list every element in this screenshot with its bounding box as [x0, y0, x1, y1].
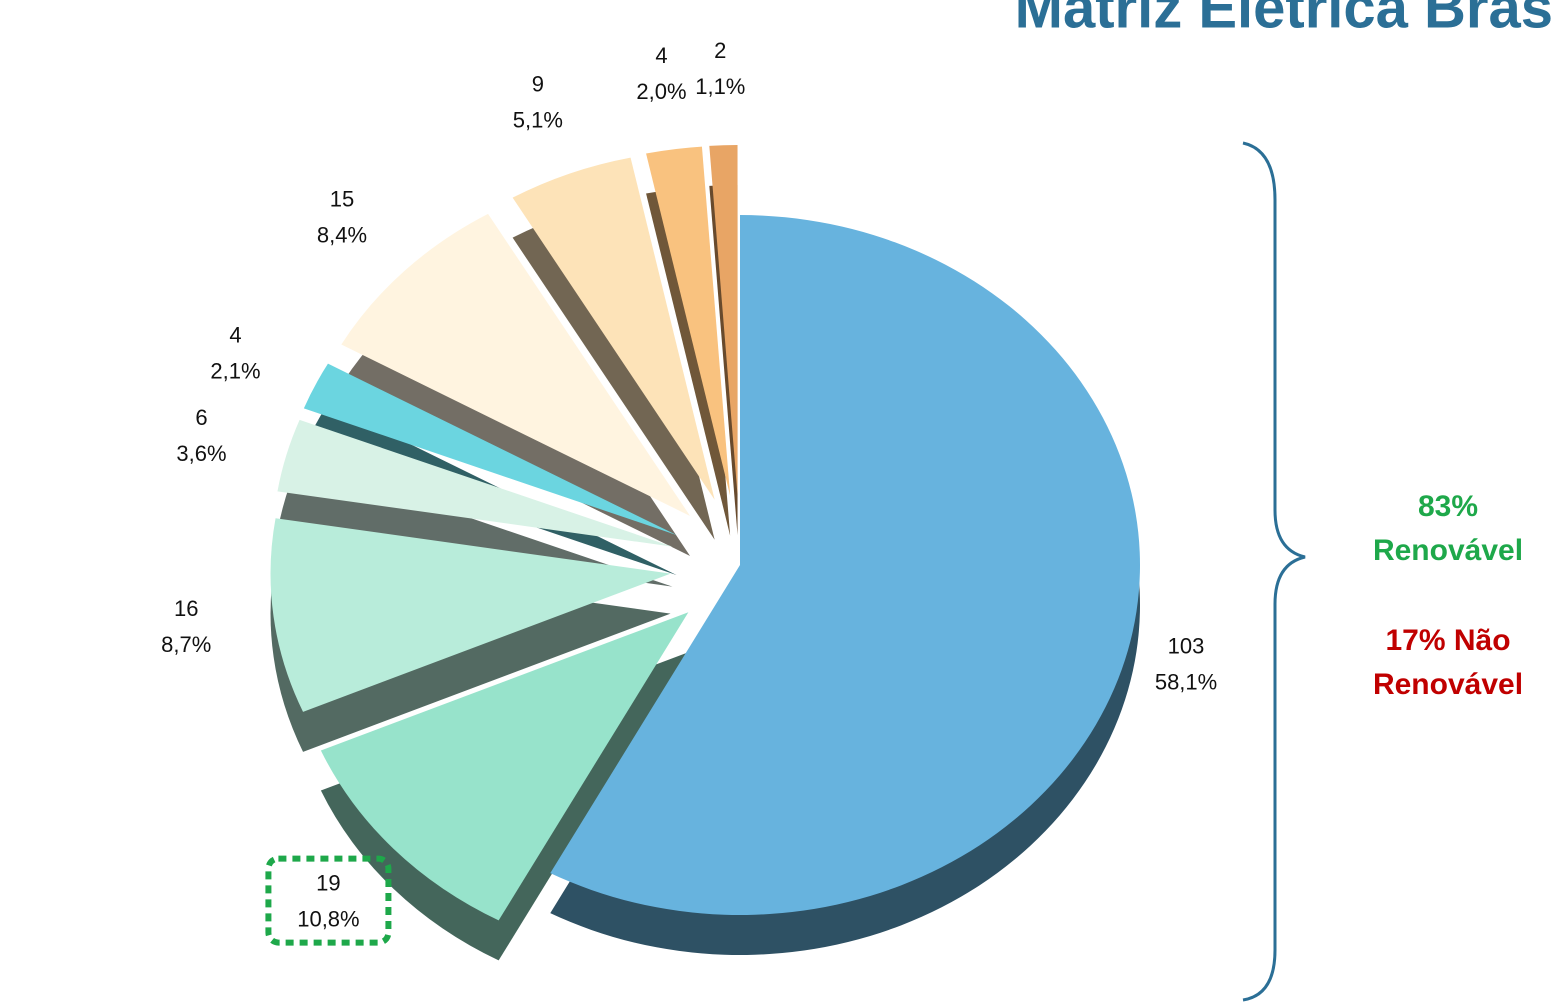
slice [512, 157, 715, 500]
percentage-label: 2,1% [210, 359, 260, 384]
slice [320, 612, 689, 921]
slice [709, 145, 738, 496]
percentage-label: 8,7% [161, 632, 211, 657]
value-label: 103 [1168, 633, 1205, 658]
value-label: 2 [714, 38, 726, 63]
annotation: 17% Não [1385, 624, 1510, 657]
labels: 103 58,1% 19 10,8% 16 8,7% 6 3,6% 4 2,1% 15 8,4% 9 5,… [161, 38, 1217, 946]
percentage-label: 3,6% [176, 441, 226, 466]
chart-title: Matriz Elétrica Bras [1015, 0, 1553, 40]
value-label: 15 [330, 186, 354, 211]
percentage-label: 58,1% [1155, 669, 1217, 694]
value-label: 16 [174, 596, 198, 621]
value-label: 4 [229, 323, 241, 348]
slice [341, 213, 691, 516]
slice [550, 215, 1140, 915]
slice [303, 363, 677, 536]
slice [270, 518, 671, 712]
percentage-label: 5,1% [513, 108, 563, 133]
percentage-label: 2,0% [636, 79, 686, 104]
highlight-box [265, 855, 392, 946]
percentage-label: 10,8% [297, 906, 359, 931]
value-label: 6 [195, 405, 207, 430]
percentage-label: 1,1% [695, 74, 745, 99]
value-label: 9 [532, 72, 544, 97]
brace [1242, 141, 1306, 1002]
annotation: Renovável [1373, 534, 1523, 567]
slice [277, 419, 673, 547]
percentage-label: 8,4% [317, 222, 367, 247]
slice [646, 146, 731, 496]
value-label: 19 [316, 870, 340, 895]
value-label: 4 [655, 43, 667, 68]
annotation: Renovável [1373, 668, 1523, 701]
slice-tops [270, 145, 1140, 921]
annotation: 83% [1418, 490, 1478, 523]
slice-side [512, 197, 715, 540]
slice-side [646, 186, 731, 536]
